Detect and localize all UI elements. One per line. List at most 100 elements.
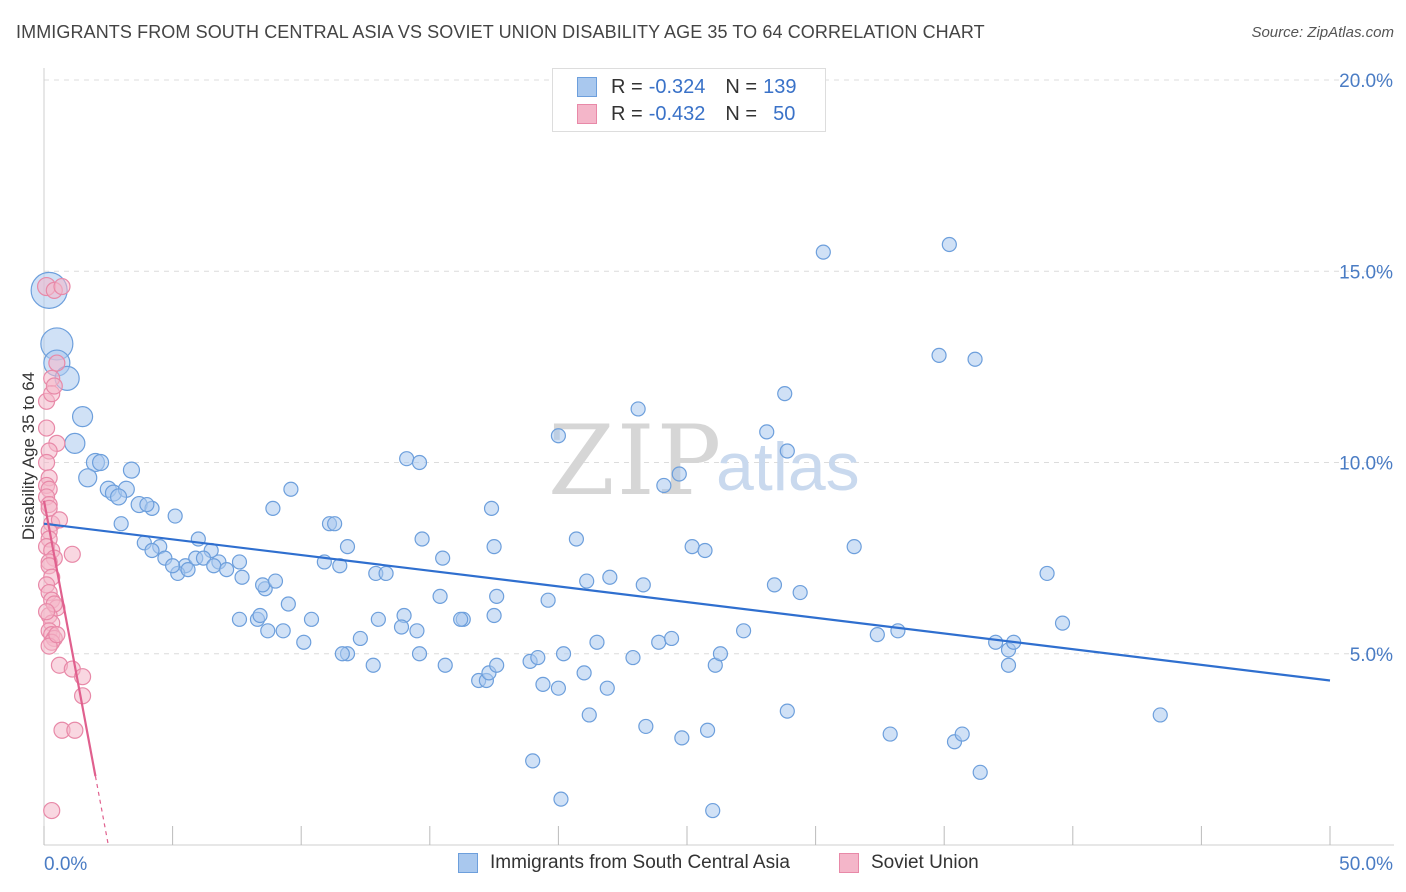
data-point-south-central-asia	[435, 550, 451, 566]
data-point-south-central-asia	[339, 539, 356, 555]
legend-r-value-pink: -0.432	[648, 102, 706, 125]
data-point-south-central-asia	[1039, 565, 1055, 582]
data-point-south-central-asia	[663, 630, 680, 647]
data-point-south-central-asia	[64, 432, 86, 454]
y-tick-label: 15.0%	[1339, 262, 1393, 283]
data-point-south-central-asia	[651, 634, 667, 650]
data-point-south-central-asia	[437, 657, 453, 673]
trend-line-soviet-union	[42, 500, 97, 777]
data-point-south-central-asia	[777, 386, 793, 402]
pink-swatch-icon	[839, 853, 859, 873]
trend-line-south-central-asia	[43, 522, 1331, 682]
legend-r-label: R =	[611, 75, 643, 98]
bottom-legend-item-south-central-asia[interactable]: Immigrants from South Central Asia	[458, 852, 790, 874]
source-label: Source: ZipAtlas.com	[1251, 24, 1394, 41]
data-point-south-central-asia	[411, 646, 428, 662]
data-point-south-central-asia	[630, 401, 646, 417]
data-point-soviet-union	[43, 801, 61, 820]
data-point-south-central-asia	[550, 680, 567, 696]
data-point-south-central-asia	[779, 703, 795, 719]
data-point-south-central-asia	[530, 649, 546, 666]
data-point-soviet-union	[37, 453, 56, 472]
data-point-south-central-asia	[432, 588, 448, 604]
data-point-south-central-asia	[699, 722, 716, 738]
data-point-south-central-asia	[550, 428, 567, 444]
watermark-zip: ZIP	[548, 405, 723, 517]
y-tick-label: 5.0%	[1350, 645, 1393, 666]
data-point-south-central-asia	[280, 596, 296, 612]
trend-lines	[42, 500, 1331, 846]
data-point-south-central-asia	[206, 558, 222, 574]
data-point-south-central-asia	[967, 351, 983, 367]
bottom-legend-label: Soviet Union	[871, 852, 979, 873]
data-point-south-central-asia	[972, 764, 988, 780]
data-point-south-central-asia	[296, 634, 312, 650]
data-point-south-central-asia	[638, 718, 654, 735]
blue-swatch-icon	[577, 77, 597, 97]
data-point-south-central-asia	[334, 646, 350, 662]
y-axis-title: Disability Age 35 to 64	[19, 372, 38, 540]
data-point-south-central-asia	[535, 676, 551, 692]
data-point-south-central-asia	[882, 726, 898, 742]
data-point-south-central-asia	[576, 665, 592, 681]
data-point-south-central-asia	[234, 569, 250, 585]
data-point-south-central-asia	[144, 542, 160, 559]
data-point-south-central-asia	[489, 657, 505, 673]
data-point-south-central-asia	[635, 577, 651, 593]
data-point-south-central-asia	[988, 634, 1004, 650]
data-point-south-central-asia	[553, 791, 569, 807]
data-point-south-central-asia	[265, 500, 281, 516]
watermark-atlas: atlas	[716, 429, 860, 505]
data-point-south-central-asia	[589, 634, 605, 650]
legend-n-value-blue: 139	[763, 75, 797, 98]
data-point-south-central-asia	[91, 453, 110, 472]
data-point-south-central-asia	[165, 558, 181, 574]
data-point-south-central-asia	[411, 454, 428, 471]
data-point-south-central-asia	[231, 611, 248, 627]
data-point-south-central-asia	[941, 236, 957, 253]
data-point-south-central-asia	[378, 565, 394, 582]
data-point-south-central-asia	[815, 244, 831, 260]
data-point-south-central-asia	[139, 496, 155, 513]
data-point-south-central-asia	[195, 550, 212, 566]
data-point-south-central-asia	[231, 554, 248, 570]
gridlines	[44, 79, 1394, 655]
data-point-south-central-asia	[219, 561, 235, 578]
data-point-soviet-union	[63, 545, 81, 563]
data-point-south-central-asia	[327, 516, 343, 532]
data-point-soviet-union	[48, 626, 66, 644]
data-point-south-central-asia	[453, 611, 469, 627]
data-point-south-central-asia	[399, 451, 415, 467]
data-point-south-central-asia	[671, 466, 687, 482]
data-point-south-central-asia	[409, 623, 425, 639]
data-point-south-central-asia	[1000, 657, 1017, 673]
bottom-legend-label: Immigrants from South Central Asia	[490, 852, 790, 873]
data-point-south-central-asia	[792, 584, 808, 601]
data-point-south-central-asia	[766, 577, 783, 593]
data-point-south-central-asia	[78, 468, 98, 488]
data-point-south-central-asia	[122, 461, 141, 479]
data-point-south-central-asia	[931, 347, 947, 363]
legend-row-pink: R = -0.432 N = 50	[577, 102, 795, 126]
data-point-soviet-union	[53, 277, 71, 296]
chart-title: IMMIGRANTS FROM SOUTH CENTRAL ASIA VS SO…	[16, 22, 985, 42]
data-point-south-central-asia	[283, 481, 299, 497]
data-point-soviet-union	[37, 603, 56, 621]
data-point-south-central-asia	[180, 561, 196, 578]
legend-n-value-pink: 50	[773, 102, 796, 125]
x-tick-label: 0.0%	[44, 854, 87, 875]
x-tick-label: 50.0%	[1339, 854, 1393, 875]
data-point-south-central-asia	[489, 588, 505, 604]
data-point-south-central-asia	[113, 516, 129, 532]
bottom-legend-item-soviet-union[interactable]: Soviet Union	[839, 852, 979, 874]
data-point-south-central-asia	[890, 623, 906, 639]
series-south-central-asia-points	[30, 236, 1168, 819]
data-point-south-central-asia	[486, 539, 502, 555]
data-point-south-central-asia	[393, 619, 410, 635]
data-point-south-central-asia	[260, 623, 276, 639]
trend-line-soviet-union-extension	[94, 776, 109, 846]
legend-row-blue: R = -0.324 N = 139	[577, 75, 796, 99]
data-point-south-central-asia	[525, 753, 541, 769]
data-point-south-central-asia	[705, 802, 721, 819]
